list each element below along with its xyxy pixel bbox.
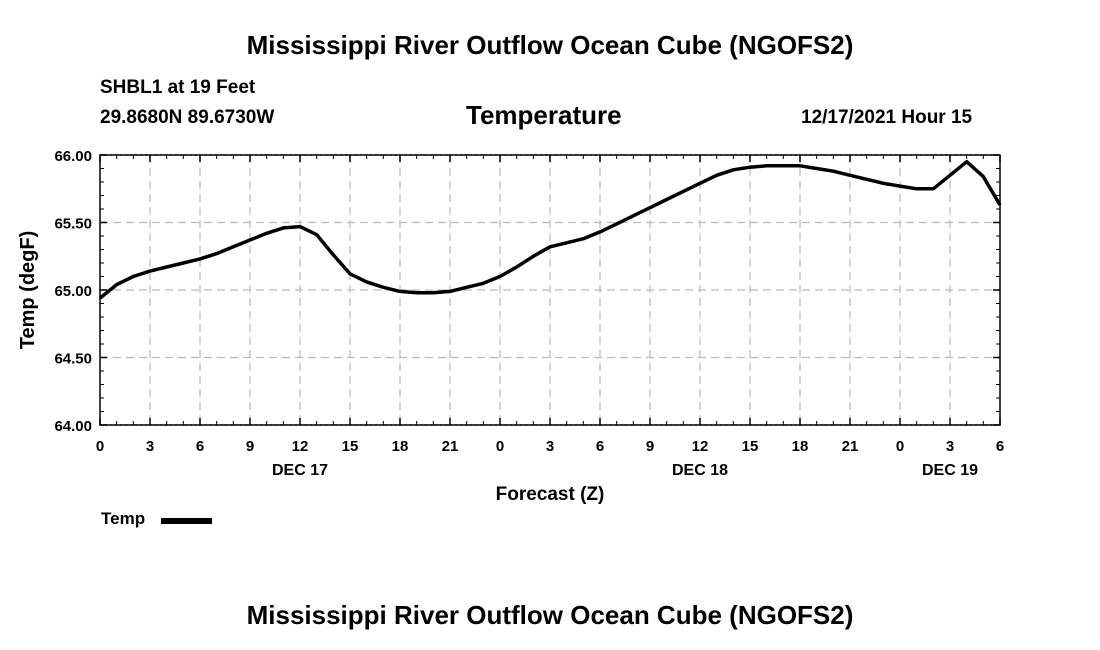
x-tick-label: 0	[496, 438, 504, 455]
x-tick-label: 15	[342, 438, 359, 455]
x-tick-label: 0	[896, 438, 904, 455]
x-tick-label: 18	[792, 438, 809, 455]
day-label: DEC 17	[272, 462, 328, 479]
station-coordinates: 29.8680N 89.6730W	[100, 107, 275, 128]
x-tick-label: 6	[996, 438, 1004, 455]
y-tick-label: 64.00	[54, 418, 92, 435]
x-tick-label: 9	[646, 438, 654, 455]
chart-title: Mississippi River Outflow Ocean Cube (NG…	[246, 30, 854, 60]
x-tick-label: 3	[146, 438, 154, 455]
day-label: DEC 19	[922, 462, 978, 479]
x-tick-label: 9	[246, 438, 254, 455]
x-tick-label: 18	[392, 438, 409, 455]
legend-label: Temp	[101, 509, 146, 528]
x-axis-label: Forecast (Z)	[496, 484, 605, 505]
x-tick-label: 15	[742, 438, 759, 455]
x-tick-label: 3	[546, 438, 554, 455]
y-axis-label: Temp (degF)	[17, 231, 39, 350]
y-tick-label: 65.50	[54, 216, 92, 233]
footer-title: Mississippi River Outflow Ocean Cube (NG…	[246, 600, 854, 630]
x-tick-label: 6	[196, 438, 204, 455]
x-tick-label: 21	[842, 438, 859, 455]
y-tick-label: 65.00	[54, 283, 92, 300]
forecast-datetime: 12/17/2021 Hour 15	[801, 107, 973, 128]
chart-subtitle: Temperature	[466, 100, 622, 130]
day-label: DEC 18	[672, 462, 728, 479]
legend-swatch-temp	[161, 518, 212, 524]
x-tick-label: 12	[292, 438, 309, 455]
x-tick-label: 6	[596, 438, 604, 455]
x-tick-label: 3	[946, 438, 954, 455]
station-label: SHBL1 at 19 Feet	[100, 77, 256, 98]
temp-series-line	[98, 159, 1002, 300]
x-tick-label: 12	[692, 438, 709, 455]
x-tick-label: 0	[96, 438, 104, 455]
y-tick-label: 66.00	[54, 148, 92, 165]
x-tick-label: 21	[442, 438, 459, 455]
y-tick-label: 64.50	[54, 351, 92, 368]
